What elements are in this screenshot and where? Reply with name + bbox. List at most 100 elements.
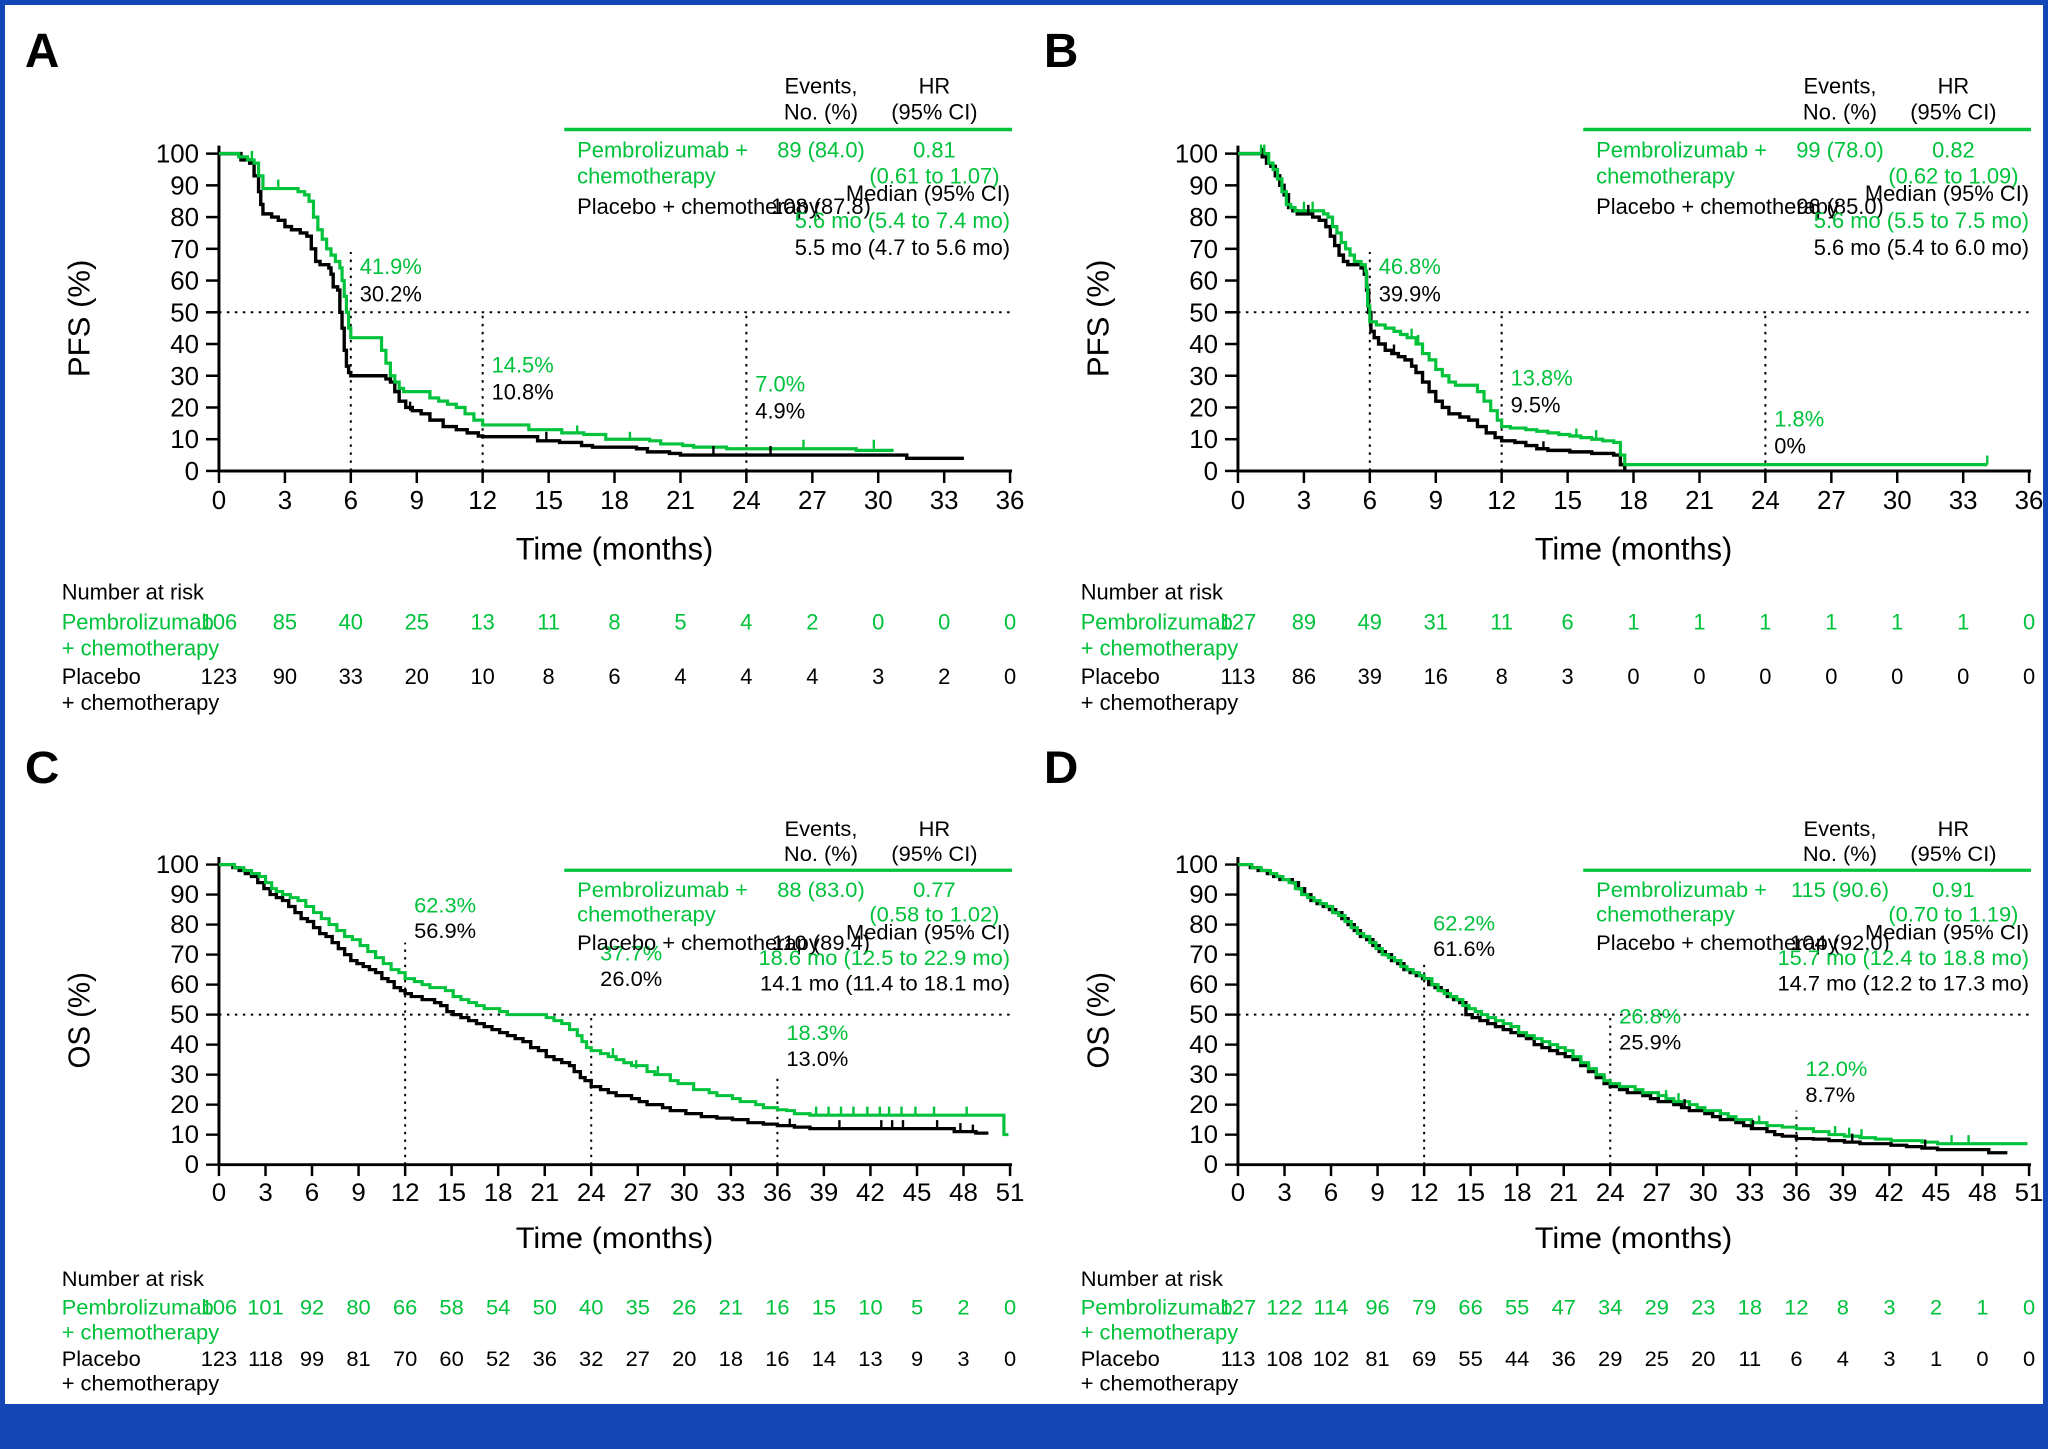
x-tick-label: 0 bbox=[1231, 1179, 1245, 1206]
median-title: Median (95% CI) bbox=[1865, 181, 2029, 206]
placebo-events-value: 110 (89.4) bbox=[772, 931, 870, 954]
risk-row-label: + chemotherapy bbox=[62, 690, 220, 715]
pembrolizumab-hr-value: 0.82 bbox=[1932, 138, 1975, 163]
risk-value: 70 bbox=[393, 1347, 417, 1370]
risk-value: 69 bbox=[1412, 1347, 1436, 1370]
landmark-green-label: 13.8% bbox=[1511, 365, 1573, 390]
events-header: No. (%) bbox=[784, 99, 858, 124]
hr-header: (95% CI) bbox=[891, 99, 977, 124]
placebo-row-label: Placebo + chemotherapy bbox=[577, 194, 820, 219]
y-tick-label: 80 bbox=[1189, 912, 1218, 939]
placebo-row-label: Placebo + chemotherapy bbox=[1596, 194, 1839, 219]
risk-value: 3 bbox=[1562, 664, 1574, 689]
risk-row-label: Pembrolizumab bbox=[1081, 1296, 1233, 1319]
x-tick-label: 48 bbox=[949, 1179, 978, 1206]
risk-value: 6 bbox=[1790, 1347, 1802, 1370]
y-axis-title: PFS (%) bbox=[1081, 260, 1116, 378]
risk-value: 122 bbox=[1266, 1296, 1302, 1319]
risk-value: 2 bbox=[938, 664, 950, 689]
risk-value: 80 bbox=[346, 1296, 370, 1319]
x-tick-label: 3 bbox=[1277, 1179, 1291, 1206]
risk-value: 3 bbox=[1883, 1296, 1895, 1319]
x-tick-label: 6 bbox=[344, 485, 358, 515]
median-black-value: 5.6 mo (5.4 to 6.0 mo) bbox=[1814, 235, 2029, 260]
x-tick-label: 18 bbox=[600, 485, 629, 515]
y-tick-label: 60 bbox=[1189, 265, 1218, 295]
y-tick-label: 90 bbox=[170, 882, 199, 909]
x-tick-label: 9 bbox=[351, 1179, 365, 1206]
risk-value: 8 bbox=[608, 610, 620, 635]
risk-value: 1 bbox=[1891, 610, 1903, 635]
y-tick-label: 60 bbox=[170, 972, 199, 999]
risk-value: 16 bbox=[765, 1347, 789, 1370]
median-title: Median (95% CI) bbox=[1865, 921, 2029, 944]
risk-value: 40 bbox=[579, 1296, 603, 1319]
x-tick-label: 9 bbox=[410, 485, 424, 515]
x-tick-label: 27 bbox=[798, 485, 827, 515]
risk-value: 86 bbox=[1292, 664, 1316, 689]
risk-row-label: Placebo bbox=[1081, 1347, 1160, 1370]
x-tick-label: 12 bbox=[468, 485, 497, 515]
risk-value: 0 bbox=[1891, 664, 1903, 689]
risk-value: 55 bbox=[1458, 1347, 1482, 1370]
number-at-risk-header: Number at risk bbox=[62, 1268, 204, 1291]
landmark-black-label: 25.9% bbox=[1619, 1031, 1681, 1054]
risk-value: 81 bbox=[346, 1347, 370, 1370]
risk-value: 31 bbox=[1424, 610, 1448, 635]
y-tick-label: 0 bbox=[185, 456, 199, 486]
events-header: No. (%) bbox=[1803, 99, 1877, 124]
y-tick-label: 80 bbox=[170, 202, 199, 232]
x-tick-label: 36 bbox=[1782, 1179, 1811, 1206]
x-tick-label: 39 bbox=[1829, 1179, 1858, 1206]
km-panel-c: C 0 10 20 30 40 50 60 70 80 90 100 0 3 6 9 12 15 18 21 24 27 3… bbox=[5, 724, 1024, 1404]
x-tick-label: 24 bbox=[1751, 485, 1780, 515]
risk-value: 1 bbox=[1976, 1296, 1988, 1319]
y-tick-label: 0 bbox=[185, 1152, 199, 1179]
risk-value: 44 bbox=[1505, 1347, 1529, 1370]
x-tick-label: 36 bbox=[763, 1179, 792, 1206]
number-at-risk-header: Number at risk bbox=[62, 579, 205, 604]
km-panel-b: B 0 10 20 30 40 50 60 70 80 90 100 0 3 6 9 12 15 18 21 24 27 3… bbox=[1024, 5, 2043, 724]
risk-row-label: + chemotherapy bbox=[1081, 1372, 1239, 1395]
pembrolizumab-row-label: Pembrolizumab + bbox=[577, 138, 748, 163]
y-tick-label: 50 bbox=[1189, 297, 1218, 327]
hr-header: (95% CI) bbox=[1910, 842, 1996, 865]
placebo-events-value: 104 (92.0) bbox=[1790, 931, 1890, 954]
risk-value: 92 bbox=[300, 1296, 324, 1319]
y-tick-label: 40 bbox=[170, 329, 199, 359]
risk-value: 102 bbox=[1313, 1347, 1349, 1370]
y-tick-label: 70 bbox=[170, 942, 199, 969]
median-black-value: 14.1 mo (11.4 to 18.1 mo) bbox=[760, 972, 1010, 995]
risk-value: 15 bbox=[812, 1296, 836, 1319]
risk-value: 39 bbox=[1358, 664, 1382, 689]
x-tick-label: 6 bbox=[1363, 485, 1377, 515]
y-tick-label: 40 bbox=[170, 1032, 199, 1059]
risk-value: 25 bbox=[405, 610, 429, 635]
risk-value: 55 bbox=[1505, 1296, 1529, 1319]
y-tick-label: 20 bbox=[170, 1092, 199, 1119]
risk-value: 1 bbox=[1693, 610, 1705, 635]
risk-value: 1 bbox=[1957, 610, 1969, 635]
risk-value: 123 bbox=[201, 664, 238, 689]
x-tick-label: 30 bbox=[1883, 485, 1912, 515]
risk-value: 9 bbox=[911, 1347, 923, 1370]
risk-value: 3 bbox=[1883, 1347, 1895, 1370]
x-tick-label: 15 bbox=[1553, 485, 1582, 515]
y-axis-title: OS (%) bbox=[1082, 972, 1116, 1068]
risk-value: 10 bbox=[858, 1296, 882, 1319]
x-tick-label: 3 bbox=[1297, 485, 1311, 515]
risk-value: 27 bbox=[626, 1347, 650, 1370]
y-tick-label: 30 bbox=[170, 1062, 199, 1089]
pembrolizumab-curve bbox=[1237, 152, 1988, 467]
risk-value: 0 bbox=[2023, 610, 2035, 635]
risk-value: 114 bbox=[1314, 1296, 1349, 1319]
risk-value: 81 bbox=[1365, 1347, 1389, 1370]
placebo-row-label: Placebo + chemotherapy bbox=[1596, 931, 1839, 954]
risk-value: 4 bbox=[740, 610, 752, 635]
km-panel-a: A 0 10 20 30 40 50 60 70 80 90 100 0 3 6 9 12 15 18 21 24 27 3… bbox=[5, 5, 1024, 724]
risk-value: 4 bbox=[740, 664, 752, 689]
y-tick-label: 10 bbox=[170, 1122, 199, 1149]
y-tick-label: 100 bbox=[1175, 139, 1218, 169]
x-tick-label: 3 bbox=[258, 1179, 272, 1206]
hr-header: HR bbox=[919, 818, 951, 841]
